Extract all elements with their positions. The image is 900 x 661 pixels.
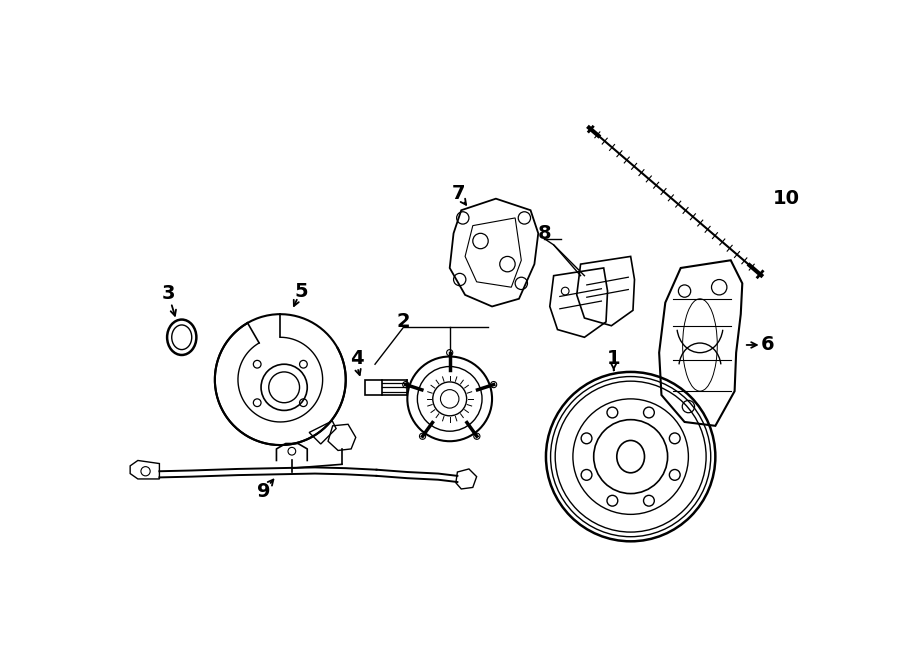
Text: 6: 6 <box>760 336 775 354</box>
Circle shape <box>446 350 453 356</box>
Text: 5: 5 <box>294 282 308 301</box>
Text: 3: 3 <box>162 284 176 303</box>
Text: 4: 4 <box>350 348 365 368</box>
Text: 1: 1 <box>607 349 620 368</box>
Circle shape <box>402 381 409 387</box>
Text: 9: 9 <box>256 482 270 501</box>
Text: 10: 10 <box>773 189 800 208</box>
Circle shape <box>473 433 480 440</box>
Circle shape <box>419 433 426 440</box>
Text: 8: 8 <box>537 224 551 243</box>
Text: 2: 2 <box>397 313 410 331</box>
Text: 7: 7 <box>452 184 465 203</box>
Circle shape <box>491 381 497 387</box>
